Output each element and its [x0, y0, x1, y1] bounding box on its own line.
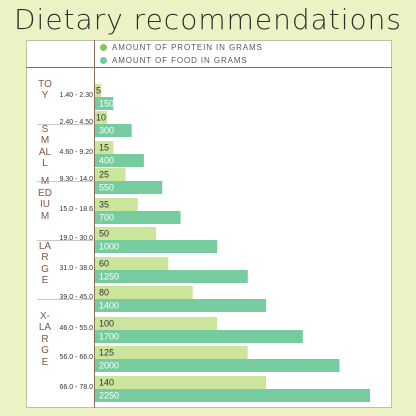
weight-range-label: 46.0 - 55.0: [59, 325, 93, 332]
protein-value-label: 125: [99, 348, 114, 358]
food-bar: [95, 330, 303, 343]
food-bar: [95, 240, 218, 253]
food-value-label: 1000: [99, 242, 119, 252]
protein-value-label: 50: [99, 229, 109, 239]
legend-protein-label: AMOUNT OF PROTEIN IN GRAMS: [112, 42, 263, 52]
weight-range-label: 2.40 - 4.50: [59, 119, 93, 126]
legend-item-food: AMOUNT OF FOOD IN GRAMS: [100, 54, 248, 66]
protein-value-label: 35: [99, 200, 109, 210]
protein-value-label: 25: [99, 170, 109, 180]
legend-food-label: AMOUNT OF FOOD IN GRAMS: [112, 55, 248, 65]
weight-range-label: 56.0 - 66.0: [59, 354, 93, 361]
size-group-label: TOY: [38, 78, 52, 102]
food-value-label: 1700: [99, 332, 119, 342]
protein-bar: [95, 257, 169, 270]
group-separator: [37, 240, 93, 241]
group-separator: [37, 299, 93, 300]
food-value-label: 2250: [99, 391, 119, 401]
size-group-label: MEDIUM: [38, 176, 52, 222]
group-separator: [37, 181, 93, 182]
weight-range-label: 15.0 - 18.6: [59, 206, 93, 213]
food-value-label: 150: [99, 99, 114, 109]
size-group-label: LARGE: [38, 240, 52, 287]
protein-bar: [95, 317, 218, 330]
food-bar: [95, 211, 181, 224]
protein-value-label: 60: [99, 259, 109, 269]
protein-bar: [95, 227, 157, 240]
protein-bar: [95, 198, 138, 211]
food-bar: [95, 270, 248, 283]
food-bar: [95, 389, 370, 402]
weight-range-label: 39.0 - 45.0: [59, 294, 93, 301]
group-separator: [37, 124, 93, 125]
food-value-label: 2000: [99, 361, 119, 371]
protein-bar: [95, 141, 114, 154]
food-bar: [95, 97, 114, 110]
legend-food-swatch: [100, 56, 107, 64]
category-axis-line: [94, 40, 95, 408]
food-bar: [95, 359, 340, 372]
protein-value-label: 80: [99, 288, 109, 298]
protein-bar: [95, 84, 102, 97]
weight-range-label: 9.30 - 14.0: [59, 176, 93, 183]
food-value-label: 1400: [99, 301, 119, 311]
food-bar: [95, 154, 144, 167]
weight-range-label: 4.60 - 9.20: [59, 149, 93, 156]
food-value-label: 400: [99, 156, 114, 166]
protein-value-label: 100: [99, 319, 114, 329]
food-value-label: 1250: [99, 272, 119, 282]
food-value-label: 550: [99, 183, 114, 193]
weight-range-label: 66.0 - 78.0: [59, 384, 93, 391]
food-value-label: 700: [99, 213, 114, 223]
food-bar: [95, 181, 163, 194]
protein-value-label: 140: [99, 378, 114, 388]
protein-value-label: 10: [96, 113, 106, 123]
protein-bar: [95, 376, 266, 389]
protein-bar: [95, 168, 126, 181]
protein-value-label: 5: [96, 86, 101, 96]
protein-value-label: 15: [99, 143, 109, 153]
legend-divider: [26, 67, 392, 68]
protein-bar: [95, 111, 108, 124]
legend-protein-swatch: [100, 43, 107, 51]
food-bar: [95, 299, 267, 312]
food-bar: [95, 124, 132, 137]
protein-bar: [95, 346, 248, 359]
weight-range-label: 1.40 - 2.30: [59, 92, 93, 99]
weight-range-label: 31.0 - 38.0: [59, 265, 93, 272]
legend-item-protein: AMOUNT OF PROTEIN IN GRAMS: [100, 41, 263, 53]
food-value-label: 300: [99, 126, 114, 136]
protein-bar: [95, 286, 193, 299]
chart-title: Dietary recommendations: [13, 3, 402, 36]
weight-range-label: 19.0 - 30.0: [59, 235, 93, 242]
size-group-label: X-LARGE: [38, 310, 52, 368]
size-group-label: SMALL: [38, 123, 52, 170]
